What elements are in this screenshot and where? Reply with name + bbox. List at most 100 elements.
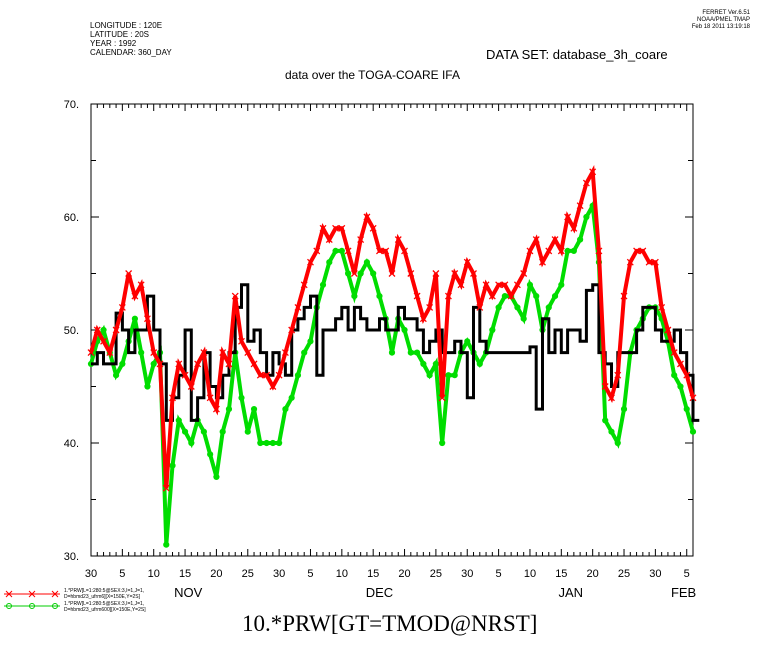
month-label: NOV <box>174 585 203 600</box>
data-point-red <box>307 258 314 266</box>
data-point-red <box>219 349 227 357</box>
data-point-green <box>200 428 207 435</box>
data-point-red <box>313 247 321 255</box>
data-point-green <box>138 349 145 356</box>
data-point-green <box>332 247 339 254</box>
data-point-green <box>401 326 408 334</box>
data-point-red <box>601 383 609 390</box>
data-point-green <box>219 428 226 435</box>
data-point-green <box>363 259 371 266</box>
data-point-red <box>131 292 139 300</box>
data-point-red <box>495 281 503 289</box>
data-point-green <box>225 406 233 413</box>
data-point-red <box>394 236 402 244</box>
data-point-red <box>501 281 509 289</box>
ferret-stamp: FERRET Ver.6.51 NOAA/PMEL TMAP Feb 18 20… <box>692 10 750 31</box>
data-point-red <box>470 270 477 277</box>
x-tick-label: 10 <box>148 568 160 580</box>
x-tick-label: 30 <box>461 568 473 580</box>
data-point-green <box>294 372 302 379</box>
data-point-red <box>526 247 534 255</box>
data-point-red <box>595 247 603 255</box>
data-point-red <box>476 303 484 311</box>
data-point-green <box>577 236 584 243</box>
metadata-calendar: CALENDAR: 360_DAY <box>90 48 172 57</box>
data-point-red <box>169 394 176 402</box>
data-point-red <box>651 258 659 266</box>
data-point-green <box>533 293 540 300</box>
data-point-green <box>131 315 138 322</box>
data-point-green <box>188 439 195 447</box>
data-point-green <box>388 349 396 356</box>
data-point-red <box>244 349 252 357</box>
data-point-red <box>256 371 264 379</box>
x-tick-label: 30 <box>273 568 285 580</box>
x-tick-label: 30 <box>649 568 661 580</box>
data-point-red <box>438 394 446 402</box>
x-tick-label: 15 <box>367 568 379 580</box>
data-point-green <box>250 406 258 413</box>
data-point-red <box>162 484 170 492</box>
x-tick-label: 15 <box>555 568 567 580</box>
data-point-green <box>376 293 383 300</box>
data-point-red <box>645 258 653 266</box>
stamp-version: FERRET Ver.6.51 <box>702 10 750 16</box>
legend-red-line1: 1.*PRW[L=1:280:5@SEX:3,I=1,J=1, <box>64 588 145 594</box>
data-point-green <box>175 417 182 424</box>
data-point-red <box>426 303 434 311</box>
data-point-red <box>451 270 459 277</box>
y-tick-label: 60. <box>64 212 79 224</box>
data-point-red <box>231 292 239 300</box>
x-tick-label: 15 <box>179 568 191 580</box>
month-label: DEC <box>366 585 393 600</box>
data-point-red <box>401 247 409 255</box>
data-point-green <box>476 360 483 367</box>
data-point-green <box>326 259 333 266</box>
data-point-red <box>100 337 108 345</box>
data-point-red <box>112 326 120 334</box>
data-point-red <box>576 202 584 210</box>
chart-subtitle: data over the TOGA-COARE IFA <box>285 68 460 82</box>
data-point-green <box>683 406 690 413</box>
data-point-green <box>238 394 245 401</box>
data-point-green <box>526 281 534 288</box>
legend-swatches <box>4 590 60 609</box>
data-point-green <box>163 541 170 548</box>
data-point-red <box>118 303 126 311</box>
data-point-red <box>557 247 565 255</box>
legend-swatch-green <box>4 603 60 609</box>
metadata-latitude: LATITUDE : 20S <box>90 30 149 39</box>
data-point-red <box>683 371 691 379</box>
data-point-red <box>200 349 208 357</box>
data-point-red <box>507 292 515 300</box>
stamp-lab: NOAA/PMEL TMAP <box>696 17 750 23</box>
data-point-red <box>545 247 553 255</box>
chart-axes: 30. 40. 50. 60. 70. 30 5 10 15 20 25 30 5 10 15 20 25 30 5… <box>64 99 697 600</box>
data-point-red <box>589 168 597 176</box>
stamp-date: Feb 18 2011 13:19:18 <box>691 24 750 30</box>
data-point-red <box>125 270 133 277</box>
legend: 1.*PRW[L=1:280:5@SEX:3,I=1,J=1, D=hbmd23… <box>2 587 202 619</box>
x-tick-label: 5 <box>307 568 313 580</box>
data-point-red <box>520 270 528 277</box>
data-point-green <box>112 372 120 379</box>
data-point-red <box>488 292 496 300</box>
data-point-green <box>608 428 615 435</box>
data-point-red <box>238 337 245 345</box>
data-point-green <box>545 304 552 311</box>
data-point-red <box>664 326 672 334</box>
data-point-green <box>338 247 345 254</box>
x-tick-label: 5 <box>496 568 502 580</box>
data-point-red <box>614 371 622 379</box>
data-point-green <box>564 247 571 254</box>
x-tick-label: 20 <box>398 568 410 580</box>
data-point-red <box>676 360 684 368</box>
metadata-block: LONGITUDE : 120E LATITUDE : 20S YEAR : 1… <box>90 21 172 57</box>
data-point-red <box>281 349 289 357</box>
data-point-red <box>564 213 572 221</box>
data-point-green <box>213 473 220 480</box>
data-point-red <box>344 247 352 255</box>
data-point-green <box>100 326 107 334</box>
dataset-label: DATA SET: database_3h_coare <box>486 47 668 62</box>
